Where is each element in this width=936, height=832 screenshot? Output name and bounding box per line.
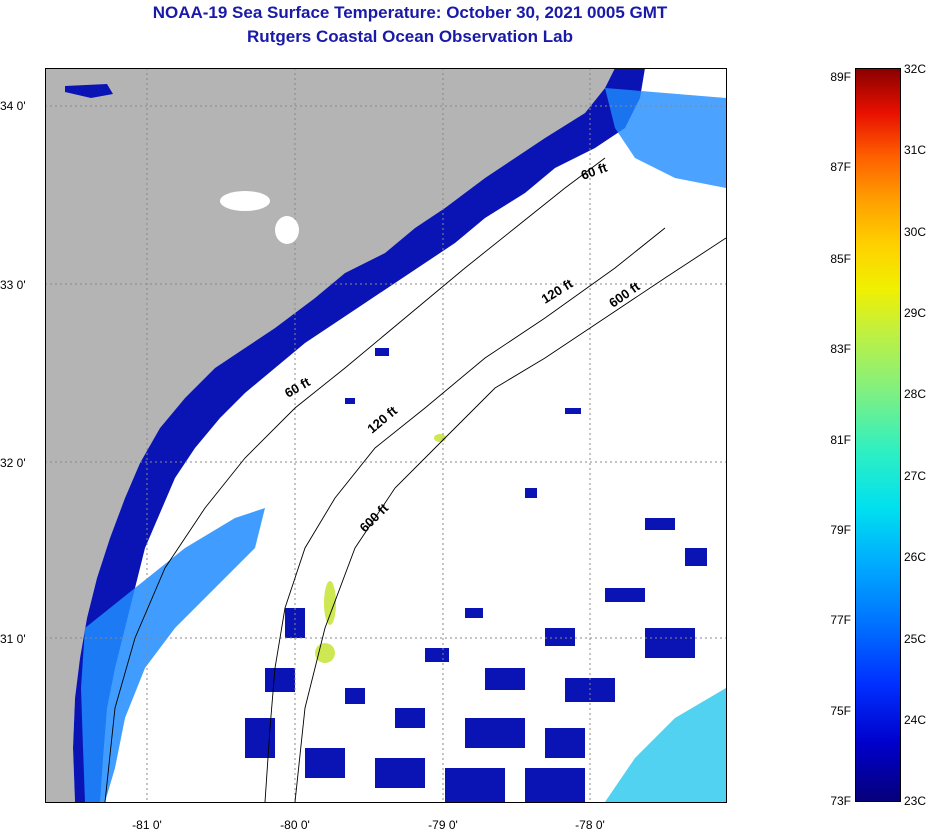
- colorbar-c-25: 25C: [904, 632, 927, 646]
- cold-water-speckles: [245, 348, 707, 802]
- contour-600ft: [294, 237, 726, 802]
- depth-contours: [104, 157, 726, 802]
- colorbar-f-89: 89F: [830, 70, 851, 84]
- offshore-mid-water: [605, 88, 726, 188]
- warm-water-patch: [605, 688, 726, 802]
- colorbar-c-28: 28C: [904, 387, 927, 401]
- sst-map: 60 ft 120 ft 600 ft 60 ft 120 ft 600 ft: [45, 68, 726, 802]
- colorbar-f-75: 75F: [830, 704, 851, 718]
- coastal-mid-water: [81, 508, 265, 802]
- colorbar-f-79: 79F: [830, 523, 851, 537]
- chart-title: NOAA-19 Sea Surface Temperature: October…: [152, 3, 668, 22]
- temperature-colorbar: [855, 68, 901, 802]
- cloud-patches: [220, 191, 299, 244]
- lon-label-78: -78 0': [575, 818, 605, 832]
- colorbar-f-87: 87F: [830, 160, 851, 174]
- colorbar-f-85: 85F: [830, 252, 851, 266]
- colorbar-c-23: 23C: [904, 794, 927, 808]
- lon-label-80: -80 0': [280, 818, 310, 832]
- contour-120ft: [264, 227, 666, 802]
- graticule: [45, 68, 726, 802]
- lon-label-79: -79 0': [428, 818, 458, 832]
- colorbar-f-73: 73F: [830, 794, 851, 808]
- colorbar-f-81: 81F: [830, 433, 851, 447]
- colorbar-c-32: 32C: [904, 62, 927, 76]
- colorbar-c-24: 24C: [904, 713, 927, 727]
- colorbar-c-30: 30C: [904, 225, 927, 239]
- chart-subtitle: Rutgers Coastal Ocean Observation Lab: [247, 27, 573, 46]
- colorbar-f-83: 83F: [830, 342, 851, 356]
- colorbar-c-29: 29C: [904, 306, 927, 320]
- contour-60ft: [104, 157, 606, 802]
- lat-label-33: 33 0': [0, 278, 26, 292]
- sst-map-graphic: 60 ft 120 ft 600 ft 60 ft 120 ft 600 ft: [45, 68, 726, 802]
- lat-label-34: 34 0': [0, 99, 26, 113]
- colorbar-f-77: 77F: [830, 613, 851, 627]
- warm-streak: [315, 434, 446, 663]
- colorbar-c-31: 31C: [904, 143, 927, 157]
- colorbar-c-27: 27C: [904, 469, 927, 483]
- colorbar-c-26: 26C: [904, 550, 927, 564]
- lon-label-81: -81 0': [132, 818, 162, 832]
- lat-label-32: 32 0': [0, 456, 26, 470]
- inland-water: [65, 84, 113, 98]
- coastal-cold-water: [73, 68, 645, 802]
- land-mass: [45, 68, 615, 802]
- lat-label-31: 31 0': [0, 632, 26, 646]
